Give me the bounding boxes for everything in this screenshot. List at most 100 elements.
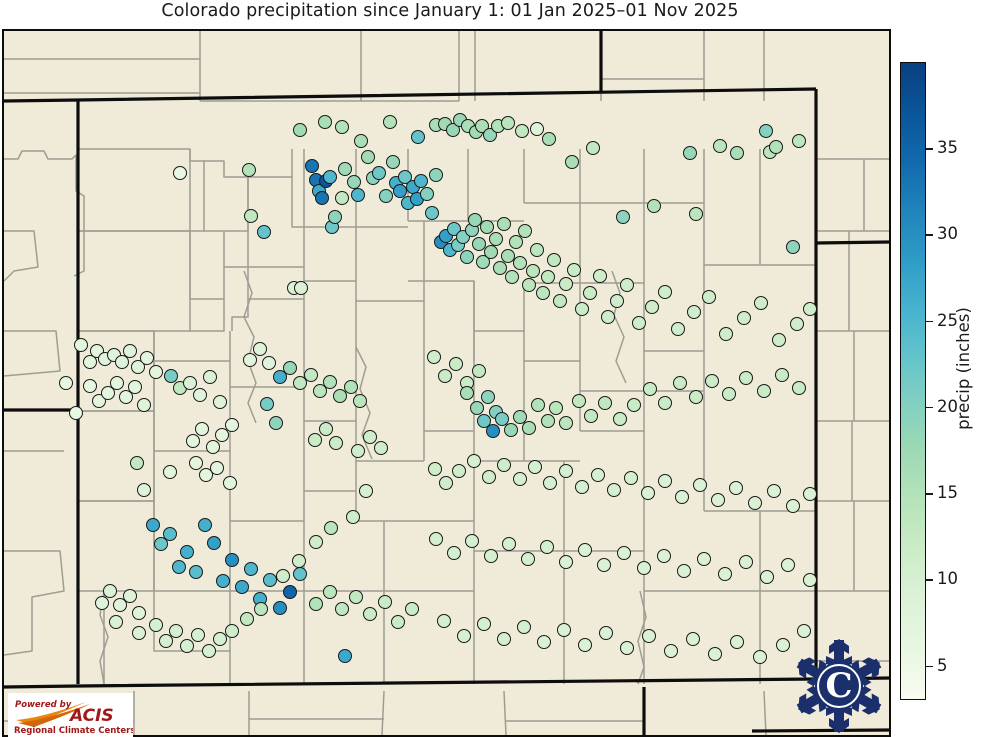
- station-marker: [225, 553, 239, 567]
- station-marker: [180, 545, 194, 559]
- station-marker: [411, 130, 425, 144]
- station-marker: [632, 316, 646, 330]
- colorbar-tick-mark: [926, 493, 933, 495]
- station-marker: [460, 386, 474, 400]
- station-marker: [553, 294, 567, 308]
- colorbar-tick-label: 30: [937, 224, 958, 244]
- station-marker: [739, 371, 753, 385]
- station-marker: [597, 558, 611, 572]
- station-marker: [711, 493, 725, 507]
- station-marker: [468, 213, 482, 227]
- station-marker: [460, 250, 474, 264]
- station-marker: [541, 270, 555, 284]
- station-marker: [502, 537, 516, 551]
- station-marker: [293, 376, 307, 390]
- station-marker: [547, 253, 561, 267]
- station-marker: [172, 560, 186, 574]
- station-marker: [361, 150, 375, 164]
- station-marker: [393, 184, 407, 198]
- station-marker: [323, 375, 337, 389]
- station-marker: [664, 644, 678, 658]
- station-marker: [344, 380, 358, 394]
- colorbar-tick-mark: [926, 665, 933, 668]
- station-marker: [437, 614, 451, 628]
- station-marker: [693, 478, 707, 492]
- station-marker: [428, 462, 442, 476]
- station-marker: [792, 381, 806, 395]
- acis-powered-by-label: Powered by: [15, 700, 72, 710]
- station-marker: [438, 369, 452, 383]
- station-marker: [776, 638, 790, 652]
- station-marker: [645, 300, 659, 314]
- station-marker: [518, 224, 532, 238]
- snowflake-icon: C: [796, 639, 882, 733]
- station-marker: [427, 350, 441, 364]
- station-marker: [315, 191, 329, 205]
- station-marker: [586, 141, 600, 155]
- station-marker: [95, 596, 109, 610]
- station-marker: [308, 433, 322, 447]
- station-marker: [225, 624, 239, 638]
- station-marker: [263, 573, 277, 587]
- station-marker: [781, 558, 795, 572]
- acis-logo: Powered by ACIS Regional Climate Centers: [8, 693, 133, 737]
- station-marker: [481, 390, 495, 404]
- station-marker: [163, 527, 177, 541]
- colorbar[interactable]: 35 30 25 20 15 10 5: [900, 62, 958, 700]
- station-marker: [722, 387, 736, 401]
- station-marker: [273, 601, 287, 615]
- station-marker: [513, 472, 527, 486]
- station-marker: [757, 384, 771, 398]
- station-marker: [542, 132, 556, 146]
- station-marker: [92, 394, 106, 408]
- station-marker: [526, 264, 540, 278]
- station-marker: [549, 401, 563, 415]
- station-marker: [760, 570, 774, 584]
- station-marker: [363, 607, 377, 621]
- station-marker: [213, 632, 227, 646]
- station-marker: [319, 422, 333, 436]
- station-marker: [216, 574, 230, 588]
- station-marker: [775, 368, 789, 382]
- colorbar-tick-label: 5: [937, 655, 948, 675]
- station-marker: [225, 418, 239, 432]
- station-marker: [398, 170, 412, 184]
- station-marker: [689, 207, 703, 221]
- station-marker: [559, 416, 573, 430]
- station-marker: [790, 317, 804, 331]
- station-marker: [476, 255, 490, 269]
- station-marker: [243, 353, 257, 367]
- station-marker: [671, 322, 685, 336]
- station-marker: [599, 626, 613, 640]
- station-marker: [489, 232, 503, 246]
- station-marker: [323, 585, 337, 599]
- station-marker: [505, 270, 519, 284]
- station-marker: [509, 235, 523, 249]
- station-marker: [575, 302, 589, 316]
- station-marker: [643, 382, 657, 396]
- station-marker: [254, 602, 268, 616]
- station-marker: [391, 615, 405, 629]
- station-markers: [59, 113, 817, 664]
- station-marker: [484, 549, 498, 563]
- station-marker: [637, 561, 651, 575]
- station-marker: [213, 395, 227, 409]
- station-marker: [465, 534, 479, 548]
- station-marker: [359, 484, 373, 498]
- station-marker: [513, 256, 527, 270]
- station-marker: [477, 414, 491, 428]
- station-marker: [616, 210, 630, 224]
- station-marker: [198, 518, 212, 532]
- station-marker: [708, 647, 722, 661]
- station-marker: [132, 606, 146, 620]
- station-marker: [420, 187, 434, 201]
- station-marker: [276, 569, 290, 583]
- station-marker: [472, 364, 486, 378]
- station-marker: [598, 396, 612, 410]
- station-marker: [318, 115, 332, 129]
- station-marker: [658, 285, 672, 299]
- station-marker: [235, 580, 249, 594]
- station-marker: [338, 162, 352, 176]
- map-axes[interactable]: [2, 29, 891, 737]
